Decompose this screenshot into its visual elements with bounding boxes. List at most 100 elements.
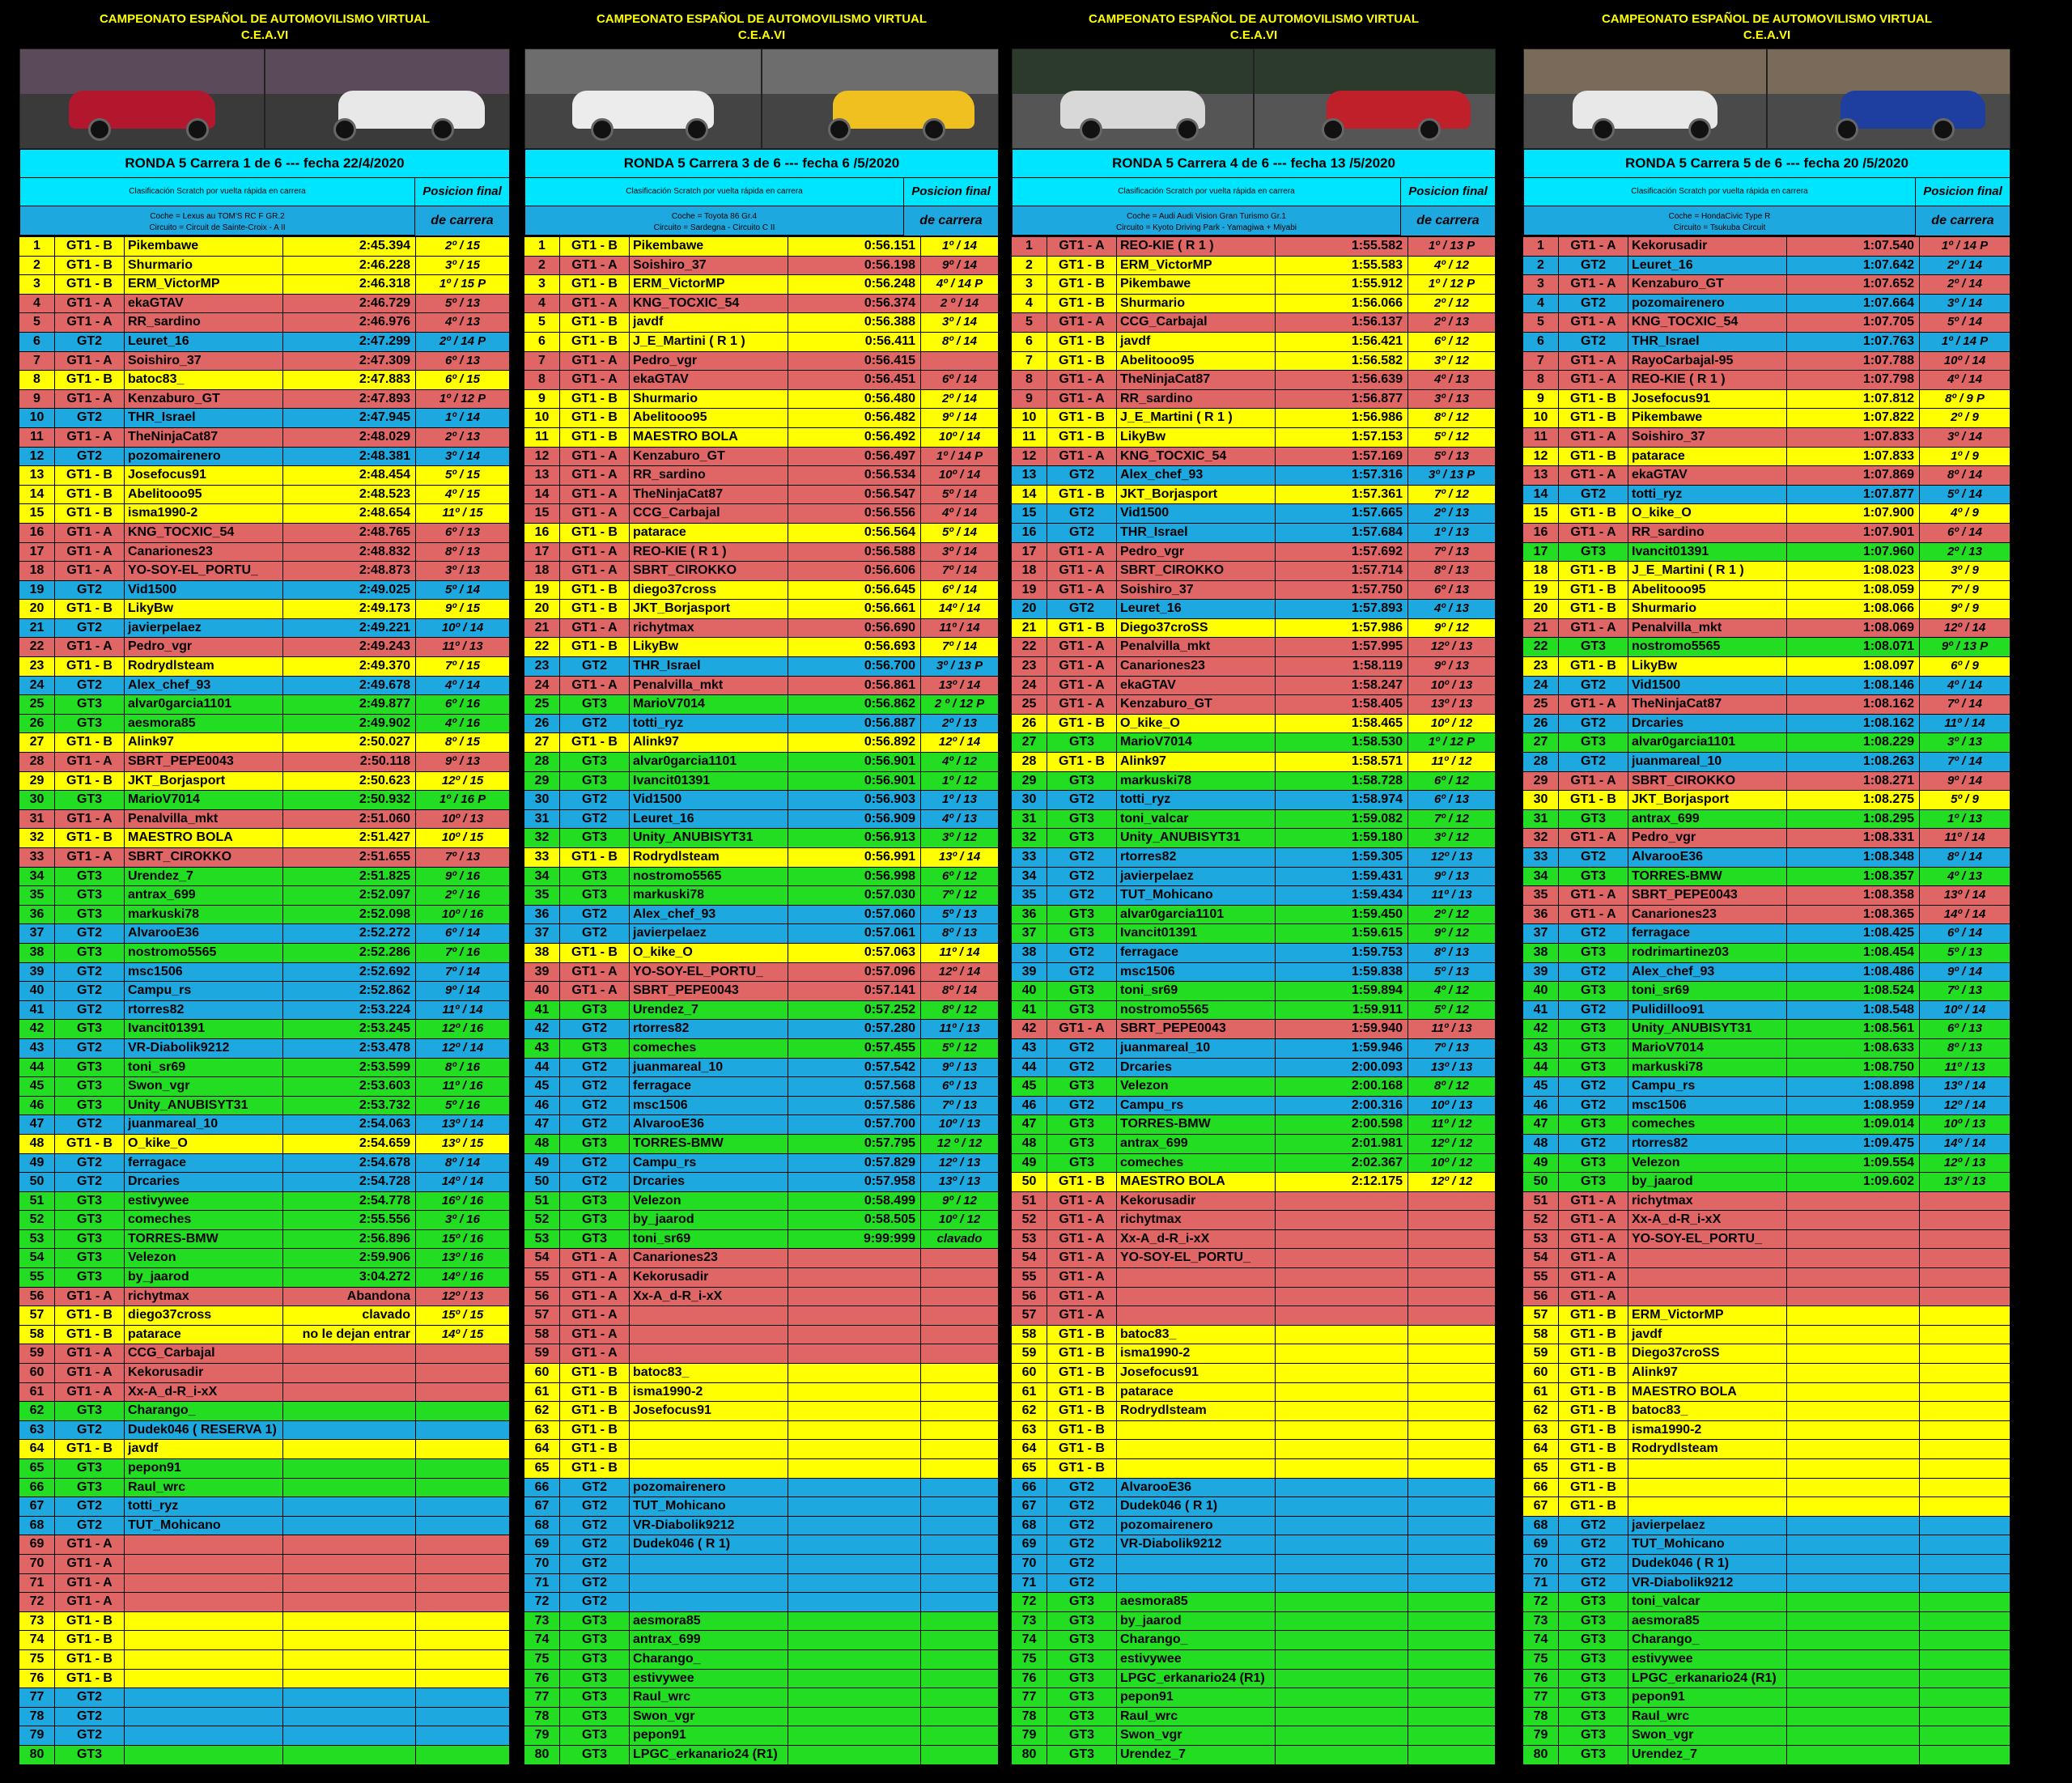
position-cell: 25 xyxy=(1012,695,1047,714)
driver-cell: juanmareal_10 xyxy=(630,1058,788,1077)
class-cell: GT1 - A xyxy=(55,848,125,867)
laptime-cell: 0:57.795 xyxy=(788,1134,921,1153)
laptime-cell xyxy=(1276,1726,1408,1745)
result-cell: 8º / 13 xyxy=(416,542,510,562)
table-row: 47 GT3 comeches 1:09.014 10º / 13 xyxy=(1523,1115,2010,1135)
laptime-cell xyxy=(1276,1497,1408,1516)
class-cell: GT1 - B xyxy=(55,275,125,294)
position-cell: 8 xyxy=(1523,371,1559,389)
driver-cell: Rodrydlsteam xyxy=(1628,1440,1787,1458)
result-cell xyxy=(1408,1745,1496,1764)
result-cell xyxy=(1920,1249,2010,1268)
position-cell: 26 xyxy=(524,714,560,733)
table-row: 8 GT1 - A TheNinjaCat87 1:56.639 4º / 13 xyxy=(1012,371,1496,390)
class-cell: GT1 - A xyxy=(1559,618,1628,638)
laptime-cell: 1:07.877 xyxy=(1787,485,1920,504)
laptime-cell: Abandona xyxy=(283,1287,416,1306)
laptime-cell: 0:56.901 xyxy=(788,753,921,771)
laptime-cell: 2:47.945 xyxy=(283,409,416,427)
position-cell: 59 xyxy=(1523,1344,1559,1364)
class-cell: GT1 - B xyxy=(1559,1382,1628,1402)
driver-cell xyxy=(125,1535,283,1554)
class-cell: GT3 xyxy=(1559,1611,1628,1631)
result-cell xyxy=(1408,1726,1496,1745)
laptime-cell: 2:48.029 xyxy=(283,427,416,447)
laptime-cell xyxy=(283,1478,416,1497)
table-row: 3 GT1 - A Kenzaburo_GT 1:07.652 2º / 14 xyxy=(1523,275,2010,295)
position-cell: 77 xyxy=(524,1688,560,1707)
laptime-cell: 1:07.869 xyxy=(1787,466,1920,485)
driver-cell: TUT_Mohicano xyxy=(630,1497,788,1516)
class-cell: GT2 xyxy=(1047,1497,1117,1516)
position-cell: 26 xyxy=(1012,714,1047,733)
position-cell: 36 xyxy=(19,905,55,924)
class-cell: GT1 - B xyxy=(1047,1440,1117,1458)
driver-cell: richytmax xyxy=(630,618,788,638)
result-cell: 6º / 12 xyxy=(921,867,999,886)
class-cell: GT2 xyxy=(55,982,125,1000)
class-cell: GT1 - A xyxy=(55,542,125,562)
table-row: 53 GT1 - A Xx-A_d-R_i-xX xyxy=(1012,1229,1496,1250)
result-cell xyxy=(921,1402,999,1420)
laptime-cell xyxy=(1276,1364,1408,1382)
result-cell xyxy=(1920,1554,2010,1573)
class-cell: GT1 - B xyxy=(55,1306,125,1325)
laptime-cell: 1:56.066 xyxy=(1276,294,1408,313)
laptime-cell xyxy=(1787,1707,1920,1726)
of-race-header: de carrera xyxy=(1401,206,1495,236)
driver-cell xyxy=(630,1440,788,1458)
class-cell: GT1 - A xyxy=(560,1344,630,1364)
laptime-cell xyxy=(1276,1554,1408,1573)
table-row: 79 GT2 xyxy=(19,1726,510,1746)
result-cell xyxy=(1408,1631,1496,1649)
driver-cell: Soishiro_37 xyxy=(630,256,788,275)
result-cell xyxy=(416,1535,510,1554)
laptime-cell: 2:53.732 xyxy=(283,1096,416,1115)
position-cell: 16 xyxy=(1012,523,1047,542)
class-cell: GT1 - B xyxy=(1047,332,1117,351)
driver-cell: KNG_TOCXIC_54 xyxy=(1117,447,1276,466)
laptime-cell: 0:56.497 xyxy=(788,447,921,466)
position-cell: 26 xyxy=(19,714,55,733)
class-cell: GT1 - B xyxy=(560,733,630,753)
table-row: 39 GT2 Alex_chef_93 1:08.486 9º / 14 xyxy=(1523,962,2010,983)
class-cell: GT3 xyxy=(1559,1153,1628,1173)
laptime-cell: 2:52.286 xyxy=(283,943,416,962)
position-cell: 55 xyxy=(19,1268,55,1287)
driver-cell: toni_sr69 xyxy=(125,1058,283,1077)
result-cell xyxy=(1920,1382,2010,1402)
position-cell: 79 xyxy=(19,1726,55,1745)
class-cell: GT1 - A xyxy=(55,294,125,313)
result-cell xyxy=(921,1344,999,1364)
table-row: 5 GT1 - A KNG_TOCXIC_54 1:07.705 5º / 14 xyxy=(1523,313,2010,333)
laptime-cell: 2:46.976 xyxy=(283,313,416,332)
table-row: 74 GT1 - B xyxy=(19,1631,510,1650)
driver-cell: totti_ryz xyxy=(630,714,788,733)
laptime-cell xyxy=(788,1611,921,1631)
table-row: 48 GT3 TORRES-BMW 0:57.795 12 º / 12 xyxy=(524,1134,999,1154)
class-cell: GT1 - A xyxy=(560,676,630,695)
class-cell: GT1 - A xyxy=(560,351,630,371)
result-cell xyxy=(1408,1440,1496,1458)
table-row: 65 GT1 - B xyxy=(1012,1459,1496,1479)
laptime-cell: 1:59.450 xyxy=(1276,905,1408,924)
driver-cell: JKT_Borjasport xyxy=(125,771,283,791)
driver-cell: juanmareal_10 xyxy=(1628,753,1787,771)
class-cell: GT2 xyxy=(560,1554,630,1573)
position-cell: 30 xyxy=(524,791,560,809)
driver-cell: Pedro_vgr xyxy=(630,351,788,371)
table-row: 38 GT2 ferragace 1:59.753 8º / 13 xyxy=(1012,943,1496,963)
laptime-cell: 1:08.358 xyxy=(1787,886,1920,905)
laptime-cell: 0:57.096 xyxy=(788,962,921,982)
position-cell: 48 xyxy=(19,1134,55,1153)
laptime-cell: 1:08.066 xyxy=(1787,600,1920,618)
driver-cell: alvar0garcia1101 xyxy=(125,695,283,714)
position-cell: 21 xyxy=(1012,618,1047,638)
race-photos xyxy=(524,49,999,149)
laptime-cell: 1:08.750 xyxy=(1787,1058,1920,1077)
driver-cell: Raul_wrc xyxy=(1117,1707,1276,1726)
result-cell: 5º / 13 xyxy=(1920,943,2010,962)
result-cell: 5º / 14 xyxy=(921,523,999,542)
